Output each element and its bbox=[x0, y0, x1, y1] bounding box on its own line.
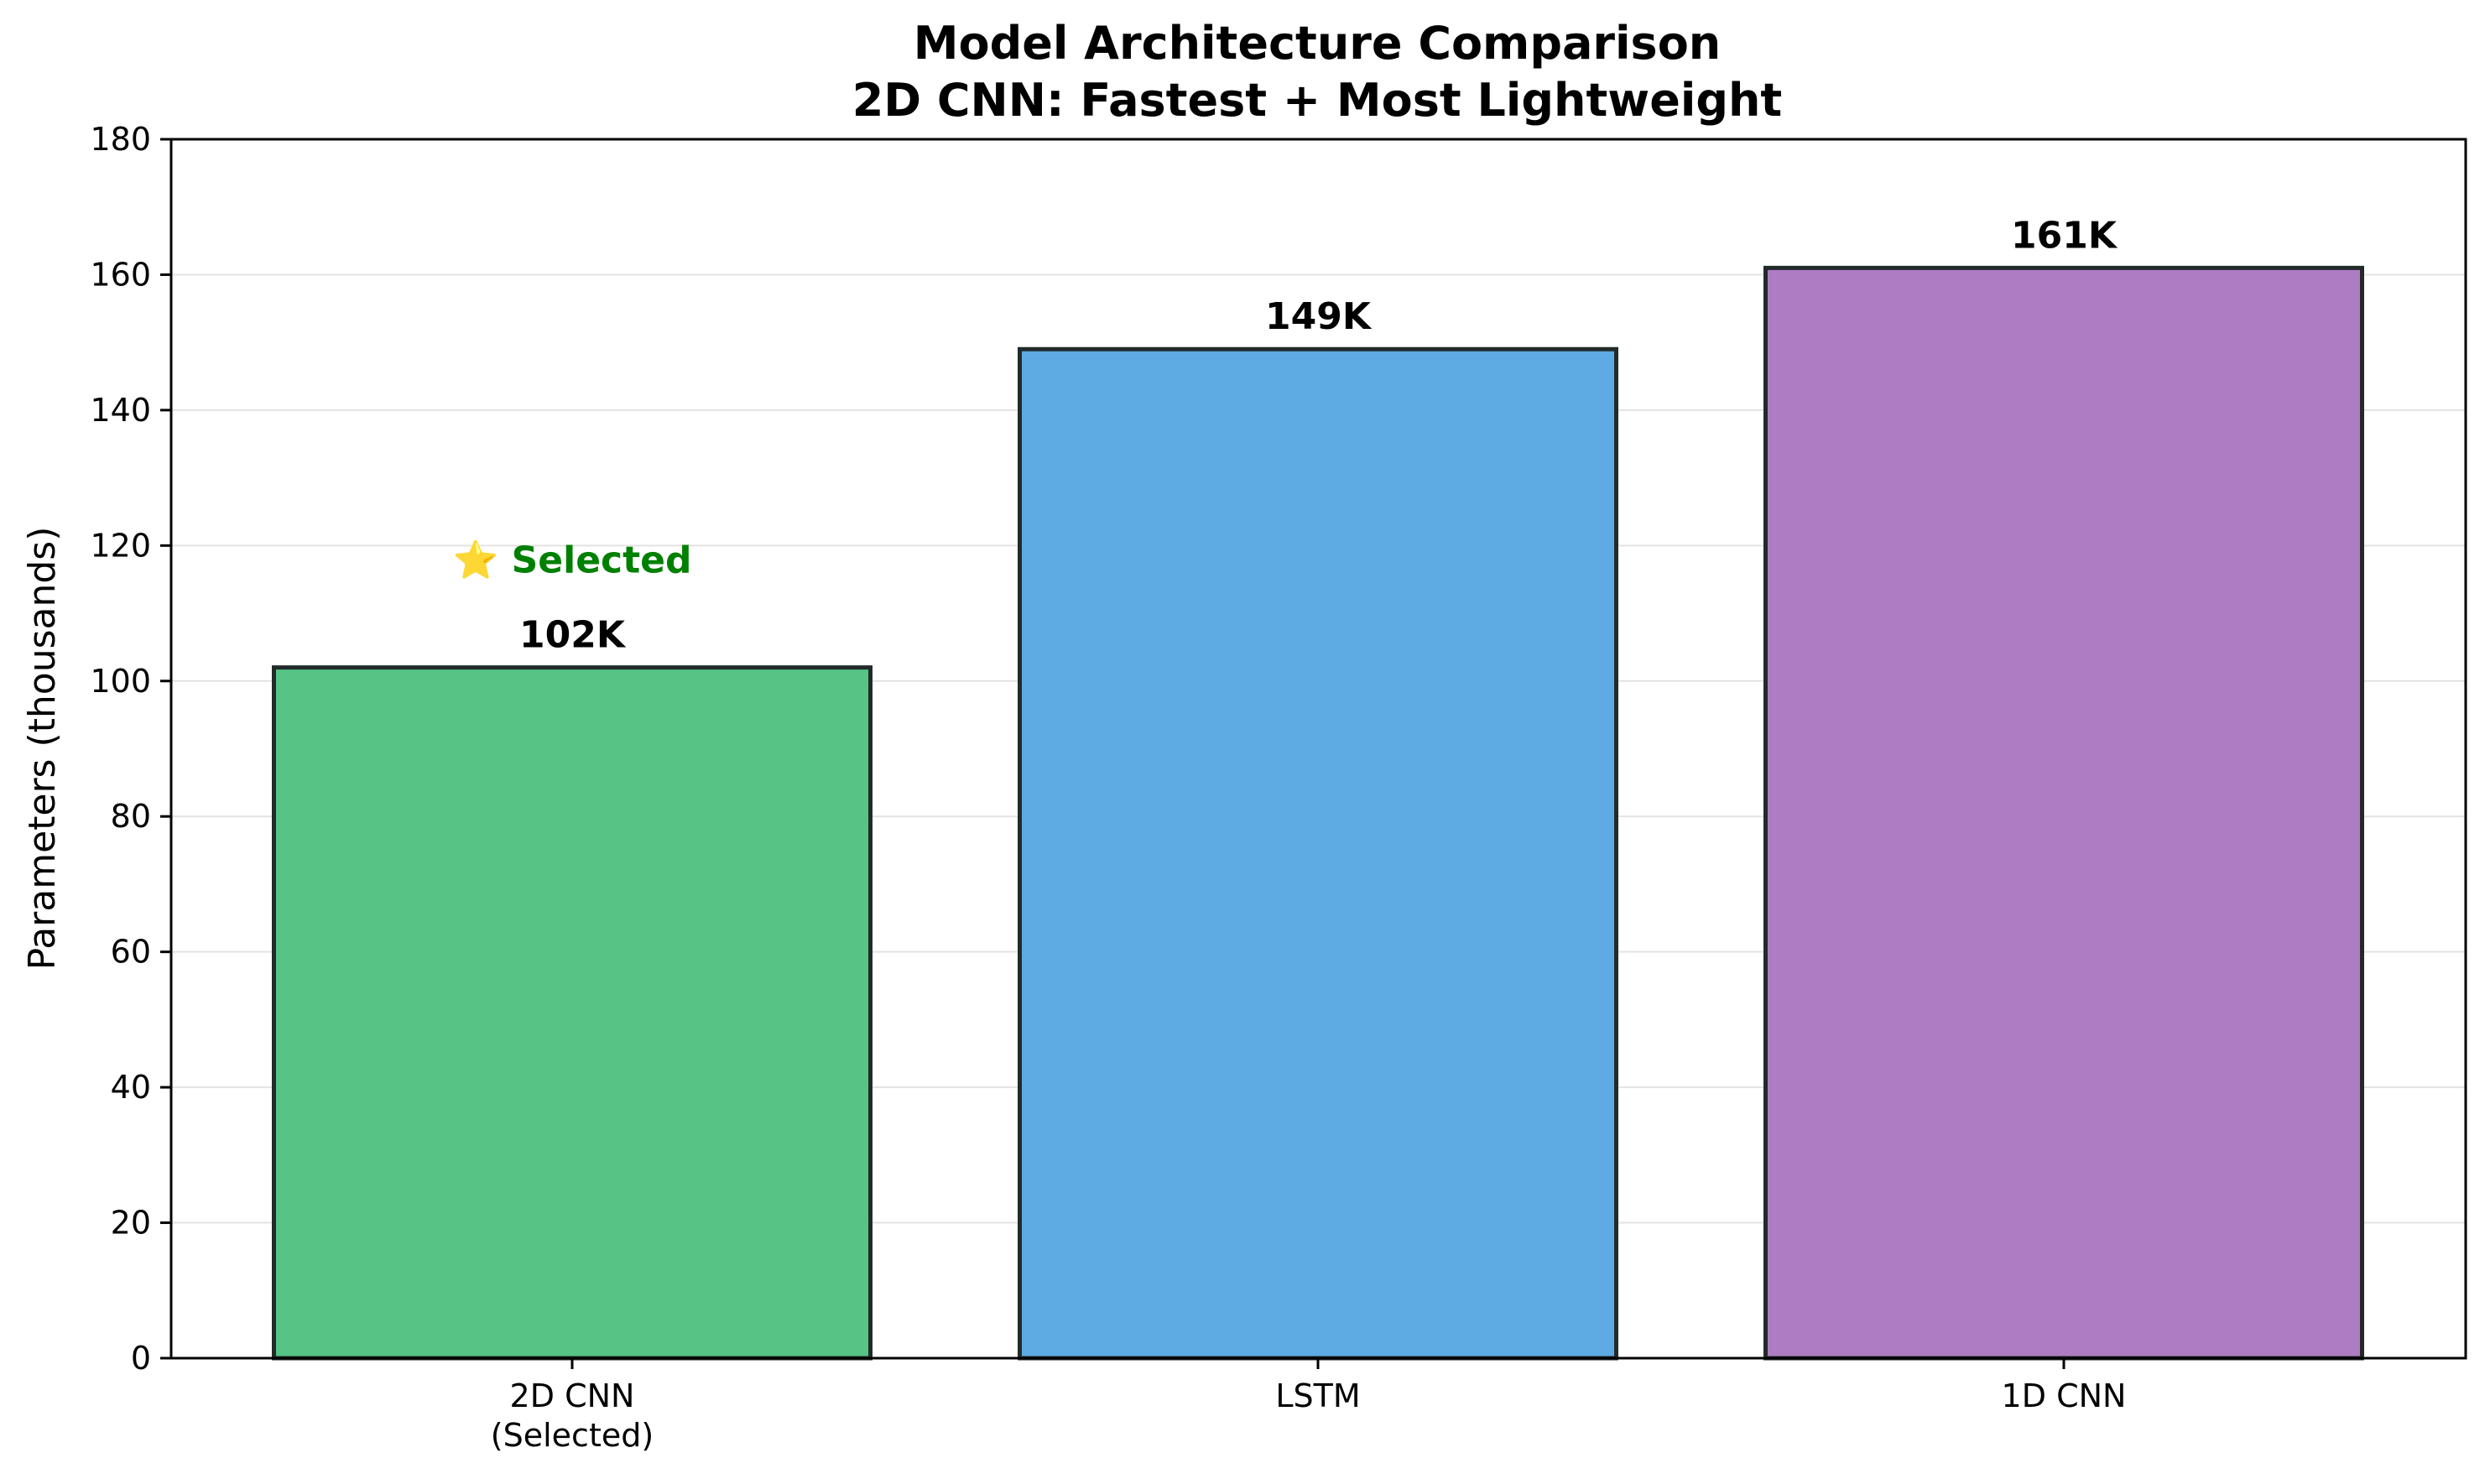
chart-title-line-1: Model Architecture Comparison bbox=[914, 17, 1721, 70]
y-tick-label: 140 bbox=[90, 392, 151, 429]
y-tick-label: 0 bbox=[131, 1340, 151, 1377]
y-tick-label: 80 bbox=[111, 798, 151, 835]
annotations: ⭐ Selected bbox=[452, 539, 691, 581]
y-axis-ticks: 0 20 40 60 80 100 120 140 160 180 bbox=[90, 121, 171, 1377]
chart-title: Model Architecture Comparison 2D CNN: Fa… bbox=[852, 17, 1783, 127]
chart-title-line-2: 2D CNN: Fastest + Most Lightweight bbox=[852, 74, 1783, 127]
bar bbox=[272, 665, 873, 1361]
y-tick-label: 160 bbox=[90, 256, 151, 293]
x-tick-label: (Selected) bbox=[491, 1417, 654, 1454]
value-labels: 102K 149K 161K bbox=[519, 214, 2118, 656]
x-axis-ticks: 2D CNN(Selected) LSTM 1D CNN bbox=[491, 1358, 2127, 1454]
x-tick-label: 1D CNN bbox=[2002, 1377, 2127, 1414]
y-tick-label: 100 bbox=[90, 663, 151, 700]
y-tick-label: 60 bbox=[111, 934, 151, 971]
y-tick-label: 20 bbox=[111, 1205, 151, 1242]
y-axis-label: Parameters (thousands) bbox=[21, 527, 64, 971]
bar bbox=[1018, 346, 1618, 1361]
y-tick-label: 180 bbox=[90, 121, 151, 158]
bars bbox=[272, 265, 2364, 1361]
y-tick-label: 40 bbox=[111, 1069, 151, 1106]
selected-annotation: ⭐ Selected bbox=[452, 539, 691, 581]
y-tick-label: 120 bbox=[90, 527, 151, 564]
bar bbox=[1763, 265, 2364, 1361]
x-tick-label: LSTM bbox=[1275, 1377, 1360, 1414]
x-tick-label: 2D CNN bbox=[510, 1377, 635, 1414]
bar-value-label: 149K bbox=[1265, 295, 1373, 338]
bar-value-label: 161K bbox=[2011, 214, 2118, 257]
bar-value-label: 102K bbox=[519, 614, 627, 657]
